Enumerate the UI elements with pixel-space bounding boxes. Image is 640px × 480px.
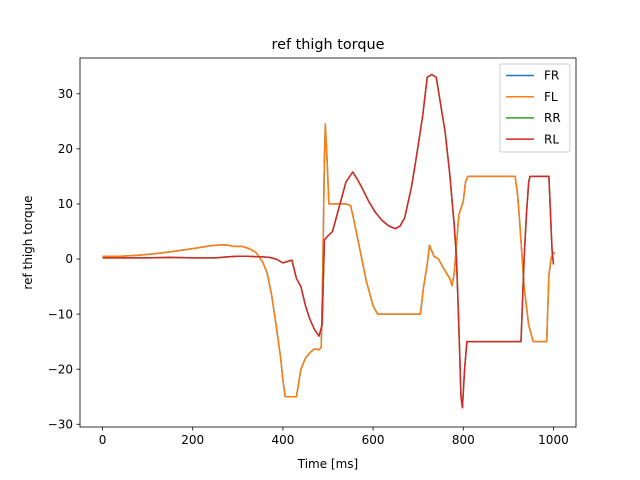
y-axis-ticks: −30 −20 −10 0 10 20 30 [48, 87, 80, 431]
legend-label-fl: FL [544, 90, 558, 104]
x-tick-label: 200 [181, 433, 204, 447]
y-tick-label: −10 [48, 307, 73, 321]
x-tick-label: 1000 [538, 433, 569, 447]
y-tick-label: 0 [65, 252, 73, 266]
legend-label-rr: RR [544, 111, 561, 125]
series-layer [102, 73, 556, 409]
y-tick-label: 30 [58, 87, 73, 101]
plot-area [79, 57, 577, 428]
chart-title: ref thigh torque [272, 37, 385, 53]
y-tick-label: −30 [48, 417, 73, 431]
axes-frame [79, 57, 577, 428]
y-axis-label: ref thigh torque [21, 195, 35, 289]
x-axis-label: Time [ms] [297, 457, 359, 471]
y-tick-label: −20 [48, 362, 73, 376]
series-line-rl [102, 73, 555, 409]
legend-label-rl: RL [544, 132, 559, 146]
series-line-fl [102, 123, 556, 398]
legend-box [499, 63, 571, 153]
y-tick-label: 20 [58, 142, 73, 156]
x-axis-ticks: 0 200 400 600 800 1000 [99, 427, 569, 447]
x-tick-label: 600 [362, 433, 385, 447]
y-tick-label: 10 [58, 197, 73, 211]
x-tick-label: 400 [271, 433, 294, 447]
x-tick-label: 800 [452, 433, 475, 447]
legend-label-fr: FR [544, 69, 559, 83]
legend: FR FL RR RL [499, 63, 571, 153]
x-tick-label: 0 [99, 433, 107, 447]
